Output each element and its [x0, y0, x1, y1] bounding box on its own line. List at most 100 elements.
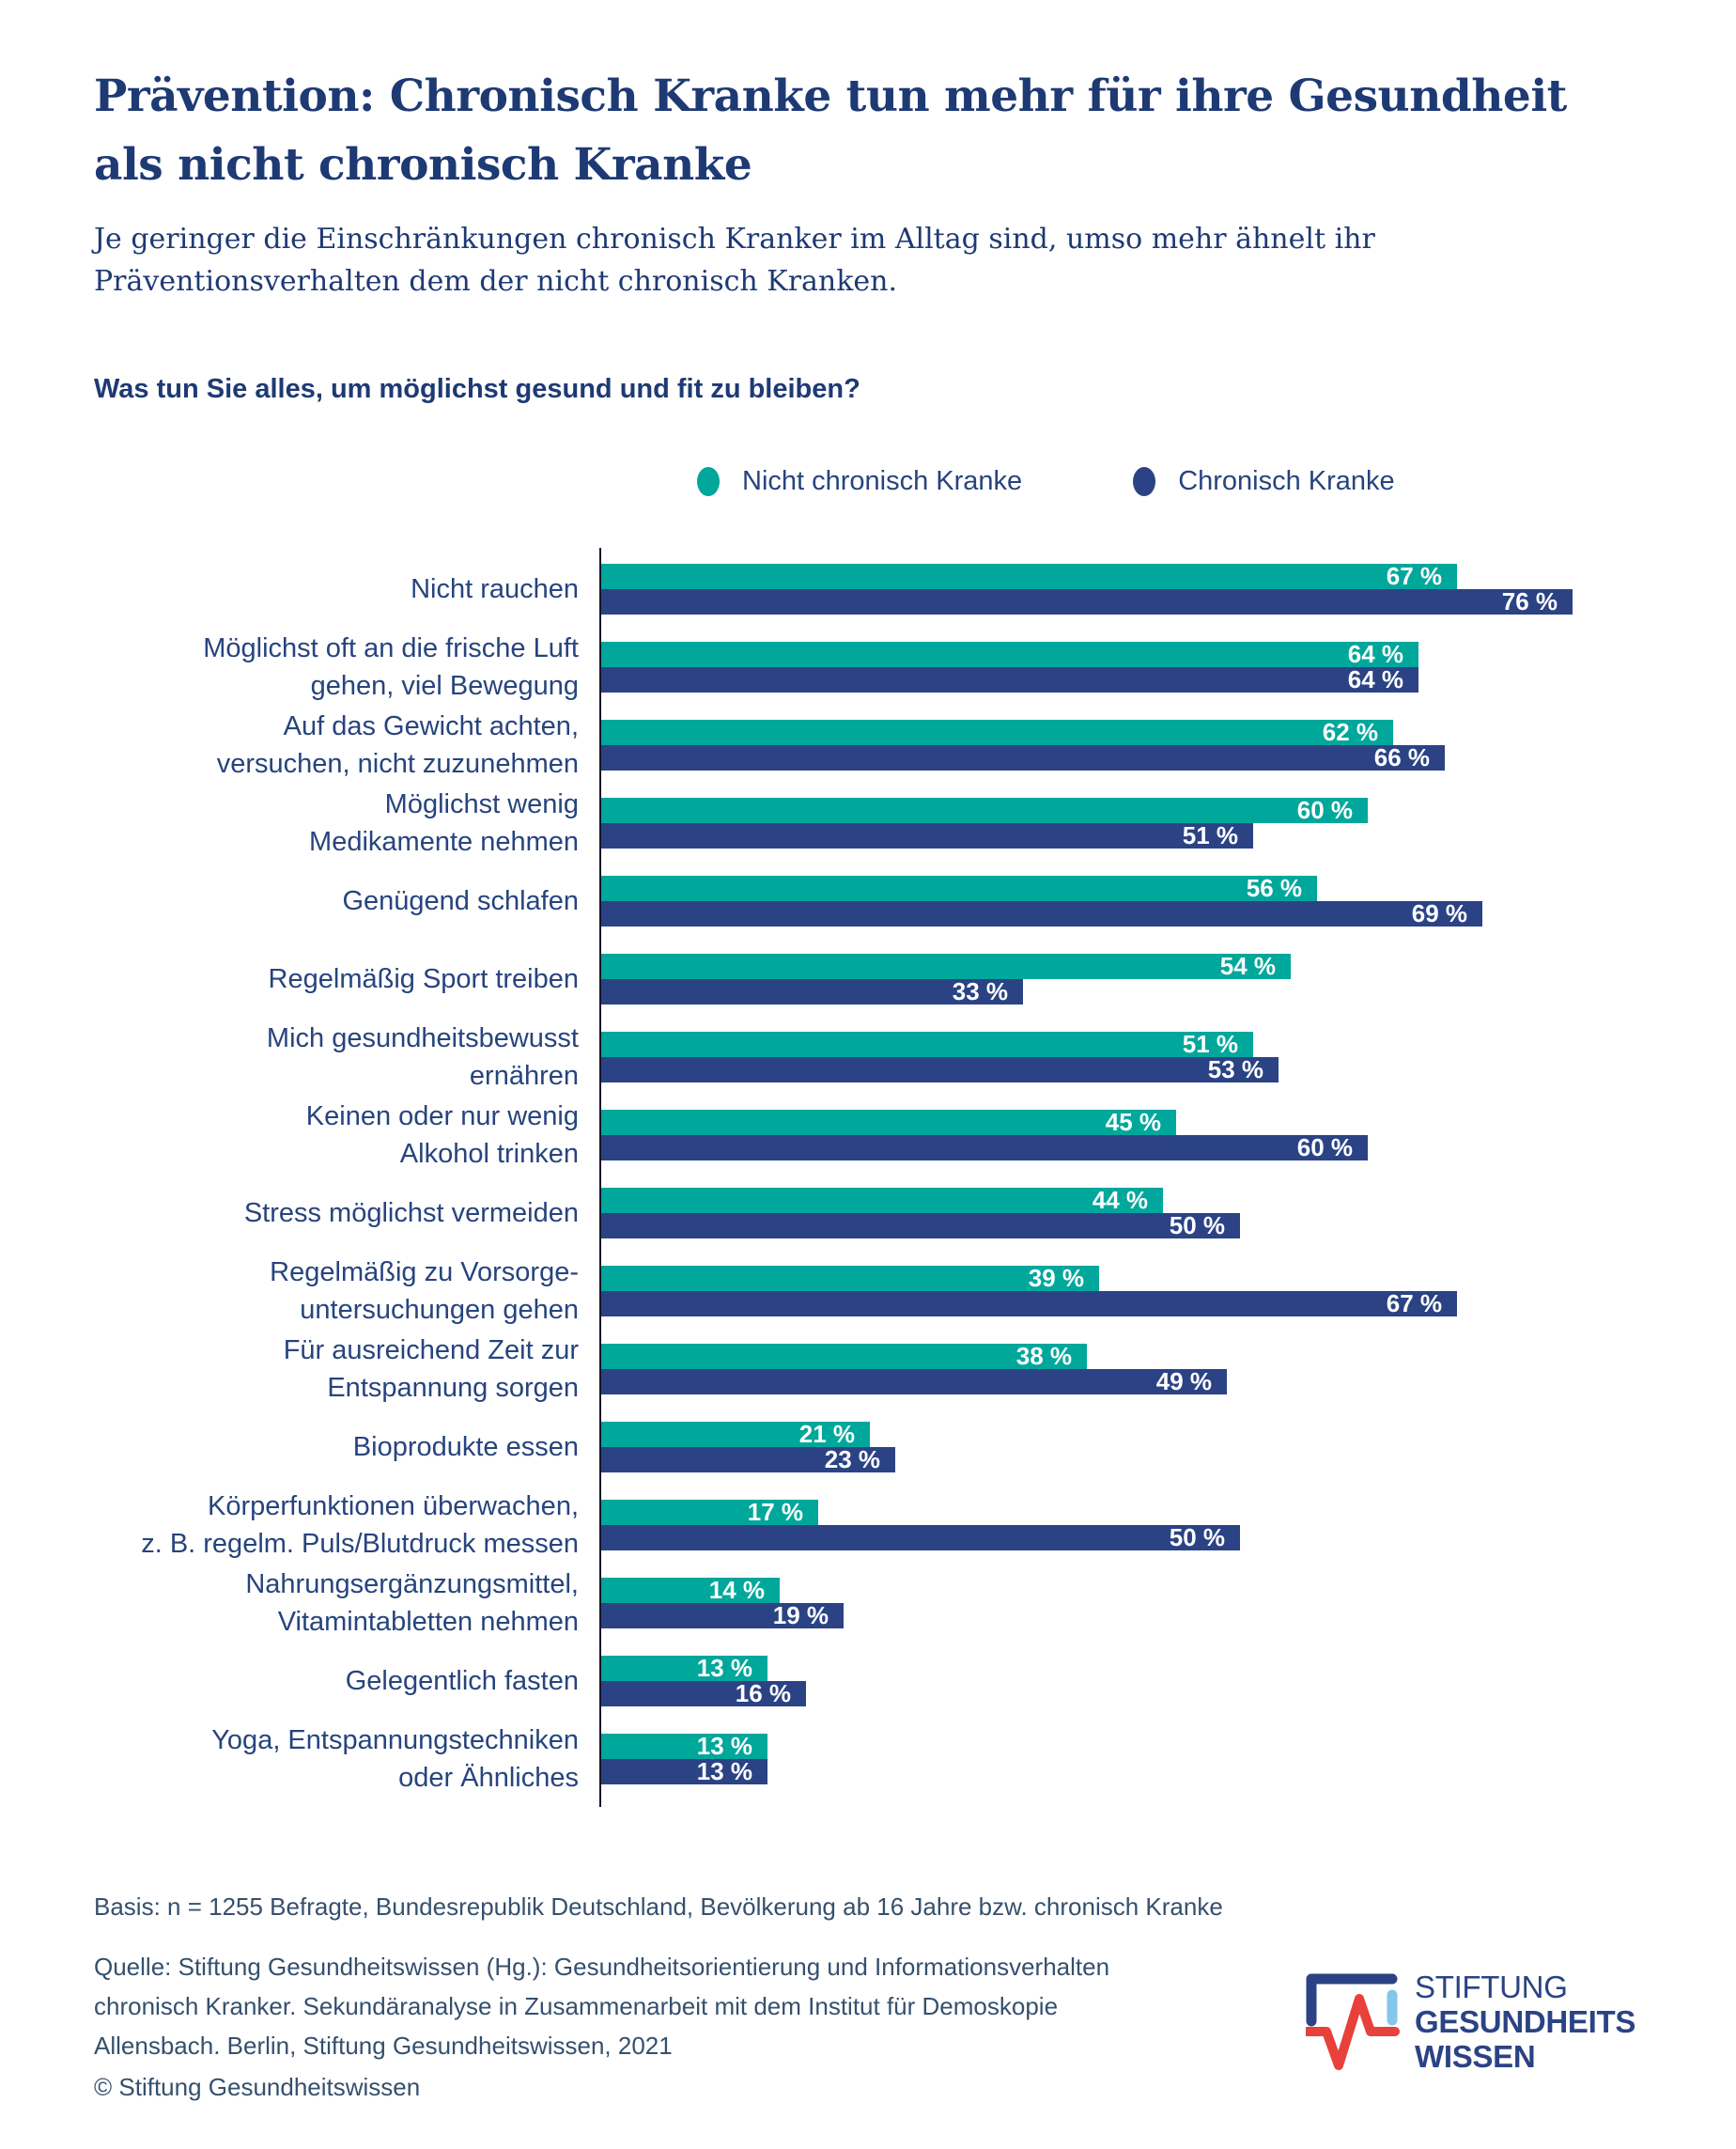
bar-pair: 45 % 60 %: [601, 1108, 1368, 1161]
bar-value-label: 51 %: [1182, 821, 1238, 849]
category-label: Möglichst oft an die frische Luft gehen, …: [203, 633, 579, 701]
bar-value-label: 21 %: [798, 1420, 855, 1448]
copyright-note: © Stiftung Gesundheitswissen: [94, 2073, 421, 2101]
chart-row: Nicht rauchen 67 % 76 %: [94, 562, 1691, 615]
bar-value-label: 60 %: [1296, 1133, 1353, 1161]
bar-value-label: 50 %: [1169, 1211, 1225, 1239]
category-label: Körperfunktionen überwachen, z. B. regelm…: [141, 1491, 579, 1559]
bar-value-label: 66 %: [1373, 743, 1430, 771]
chart-row: Auf das Gewicht achten, versuchen, nicht …: [94, 711, 1691, 779]
bar-chronic: 76 %: [601, 587, 1573, 615]
bar-value-label: 23 %: [824, 1445, 880, 1473]
bar-value-label: 64 %: [1347, 665, 1403, 693]
chart-row: Genügend schlafen 56 % 69 %: [94, 874, 1691, 927]
chart-row: Nahrungsergänzungsmittel, Vitamintablette…: [94, 1569, 1691, 1637]
category-label: Auf das Gewicht achten, versuchen, nicht …: [216, 711, 579, 779]
bar-chronic: 51 %: [601, 821, 1253, 849]
bar-value-label: 45 %: [1105, 1108, 1161, 1136]
category-label: Nicht rauchen: [411, 574, 579, 604]
source-line-3: Allensbach. Berlin, Stiftung Gesundheits…: [94, 2032, 673, 2060]
bar-value-label: 13 %: [696, 1757, 752, 1785]
bar-not-chronic: 13 %: [601, 1732, 767, 1760]
bar-not-chronic: 54 %: [601, 952, 1291, 980]
chart-row: Gelegentlich fasten 13 % 16 %: [94, 1654, 1691, 1707]
chart-row: Regelmäßig zu Vorsorge-untersuchungen ge…: [94, 1257, 1691, 1325]
bar-not-chronic: 39 %: [601, 1264, 1099, 1292]
bar-value-label: 39 %: [1028, 1264, 1084, 1292]
bar-chronic: 19 %: [601, 1601, 844, 1629]
category-label: Für ausreichend Zeit zur Entspannung sorg…: [283, 1335, 579, 1403]
bar-value-label: 49 %: [1155, 1367, 1212, 1395]
bar-pair: 64 % 64 %: [601, 640, 1418, 693]
bar-not-chronic: 56 %: [601, 874, 1317, 902]
bar-chronic: 16 %: [601, 1679, 806, 1707]
category-label: Genügend schlafen: [342, 886, 579, 916]
category-label: Nahrungsergänzungsmittel, Vitamintablette…: [245, 1569, 579, 1637]
bar-value-label: 69 %: [1411, 899, 1467, 927]
bar-value-label: 16 %: [735, 1679, 791, 1707]
chart-row: Keinen oder nur wenig Alkohol trinken 45 %…: [94, 1101, 1691, 1169]
bar-value-label: 54 %: [1219, 952, 1276, 980]
bar-value-label: 67 %: [1386, 562, 1442, 590]
bar-pair: 67 % 76 %: [601, 562, 1573, 615]
bar-chronic: 60 %: [601, 1133, 1368, 1161]
bar-pair: 54 % 33 %: [601, 952, 1291, 1005]
bar-pair: 13 % 13 %: [601, 1732, 767, 1785]
subtitle-line-2: Präventionsverhalten dem der nicht chron…: [94, 265, 898, 298]
bar-chronic: 67 %: [601, 1289, 1457, 1317]
bar-pair: 62 % 66 %: [601, 718, 1445, 771]
chart-row: Regelmäßig Sport treiben 54 % 33 %: [94, 952, 1691, 1005]
bar-value-label: 60 %: [1296, 796, 1353, 824]
legend-dot-teal-icon: [697, 467, 720, 496]
source-note: Quelle: Stiftung Gesundheitswissen (Hg.)…: [94, 1947, 1109, 2065]
bar-pair: 38 % 49 %: [601, 1342, 1227, 1395]
chart-row: Für ausreichend Zeit zur Entspannung sorg…: [94, 1335, 1691, 1403]
bar-chronic: 49 %: [601, 1367, 1227, 1395]
bar-pair: 17 % 50 %: [601, 1498, 1240, 1551]
logo-line-2: GESUNDHEITS: [1415, 2004, 1636, 2039]
bar-chronic: 66 %: [601, 743, 1445, 771]
bar-pair: 13 % 16 %: [601, 1654, 806, 1707]
bar-not-chronic: 17 %: [601, 1498, 818, 1526]
chart-rows: Nicht rauchen 67 % 76 % Möglichst oft an di…: [94, 562, 1691, 1812]
survey-question: Was tun Sie alles, um möglichst gesund u…: [94, 374, 860, 404]
bar-value-label: 56 %: [1246, 874, 1302, 902]
logo-line-3: WISSEN: [1415, 2039, 1536, 2074]
bar-value-label: 13 %: [696, 1654, 752, 1682]
bar-pair: 51 % 53 %: [601, 1030, 1279, 1083]
category-label: Gelegentlich fasten: [345, 1666, 579, 1696]
category-label: Regelmäßig Sport treiben: [268, 964, 579, 994]
bar-chronic: 64 %: [601, 665, 1418, 693]
bar-chronic: 33 %: [601, 977, 1023, 1005]
bar-chronic: 50 %: [601, 1211, 1240, 1239]
bar-not-chronic: 38 %: [601, 1342, 1087, 1370]
category-label: Mich gesundheitsbewusst ernähren: [266, 1023, 579, 1091]
bar-value-label: 51 %: [1182, 1030, 1238, 1058]
pulse-frame-icon: [1306, 1973, 1400, 2070]
title-line-1: Prävention: Chronisch Kranke tun mehr fü…: [94, 70, 1567, 122]
bar-not-chronic: 13 %: [601, 1654, 767, 1682]
bar-not-chronic: 21 %: [601, 1420, 870, 1448]
chart-row: Möglichst oft an die frische Luft gehen, …: [94, 633, 1691, 701]
category-label: Bioprodukte essen: [352, 1432, 579, 1462]
bar-value-label: 53 %: [1207, 1055, 1263, 1083]
category-label: Möglichst wenig Medikamente nehmen: [309, 789, 579, 857]
legend-item-not-chronic: Nicht chronisch Kranke: [697, 466, 1022, 497]
bar-value-label: 38 %: [1015, 1342, 1072, 1370]
subtitle-line-1: Je geringer die Einschränkungen chronisc…: [94, 223, 1375, 256]
legend-label: Chronisch Kranke: [1178, 466, 1395, 496]
bar-chronic: 13 %: [601, 1757, 767, 1785]
legend-label: Nicht chronisch Kranke: [742, 466, 1023, 496]
chart-legend: Nicht chronisch Kranke Chronisch Kranke: [697, 466, 1395, 497]
bar-value-label: 62 %: [1322, 718, 1378, 746]
bar-pair: 14 % 19 %: [601, 1576, 844, 1629]
bar-not-chronic: 62 %: [601, 718, 1393, 746]
bar-value-label: 44 %: [1092, 1186, 1148, 1214]
basis-note: Basis: n = 1255 Befragte, Bundesrepublik…: [94, 1892, 1223, 1921]
bar-value-label: 50 %: [1169, 1523, 1225, 1551]
category-label: Yoga, Entspannungstechniken oder Ähnliche…: [211, 1725, 579, 1793]
legend-item-chronic: Chronisch Kranke: [1133, 466, 1395, 497]
chart-row: Yoga, Entspannungstechniken oder Ähnliche…: [94, 1725, 1691, 1793]
title-line-2: als nicht chronisch Kranke: [94, 139, 752, 191]
